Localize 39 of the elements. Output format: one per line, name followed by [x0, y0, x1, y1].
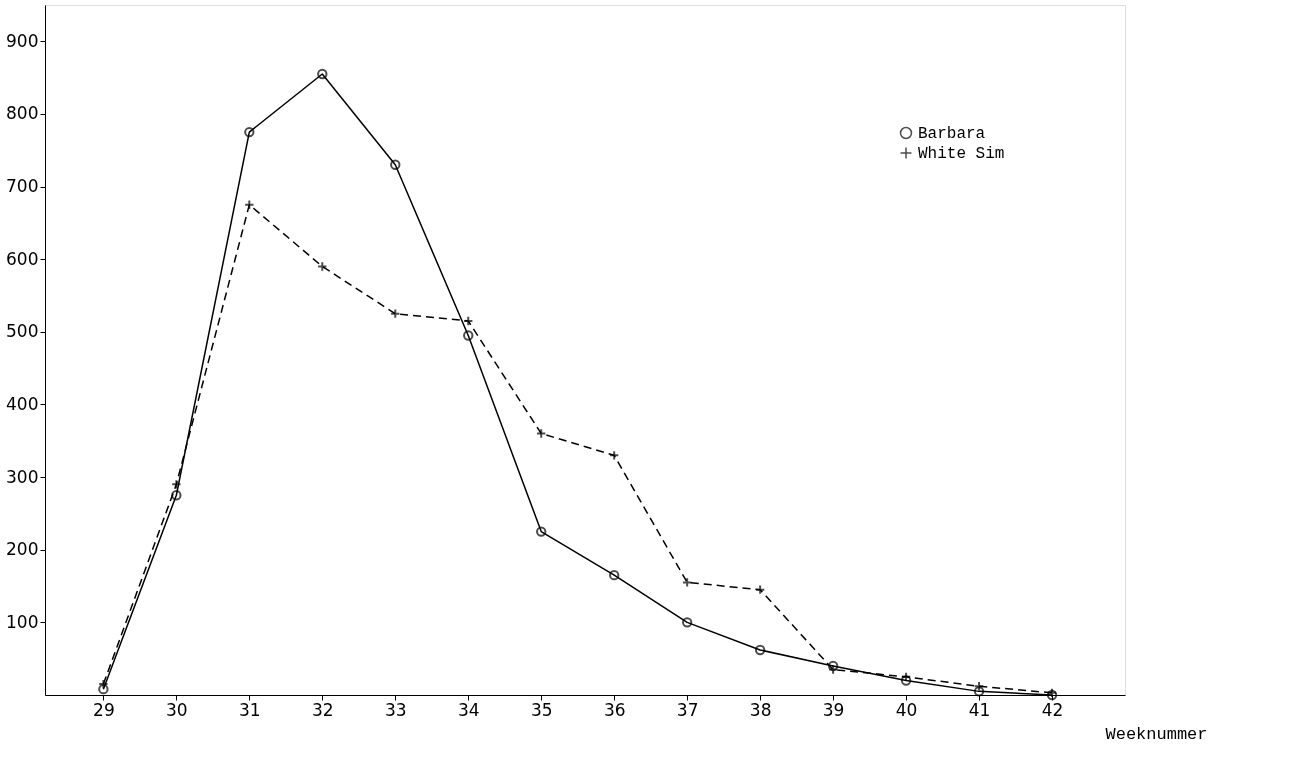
- point: [98, 684, 109, 695]
- x-tick-label: 29: [93, 699, 115, 720]
- x-tick-label: 36: [603, 699, 626, 720]
- x-tick-label: 34: [457, 699, 480, 720]
- point: [463, 330, 474, 341]
- point: [536, 526, 547, 537]
- point: [609, 569, 620, 581]
- y-tick-label: 500: [6, 321, 39, 342]
- x-tick-label: 42: [1041, 699, 1064, 720]
- point: [244, 126, 255, 138]
- x-tick-label: 35: [530, 699, 553, 720]
- x-tick-label: 39: [822, 699, 845, 720]
- x-tick-label: 40: [895, 699, 918, 720]
- point: [681, 617, 693, 628]
- y-tick-label: 600: [6, 248, 39, 269]
- x-tick-label: 38: [749, 699, 772, 720]
- point: [171, 490, 182, 501]
- y-tick-label: 100: [6, 611, 39, 632]
- y-tick-label: 200: [6, 539, 39, 560]
- y-tick-label: 800: [6, 103, 39, 124]
- x-tick-label: 32: [311, 699, 334, 720]
- y-tick-label: 700: [6, 176, 39, 197]
- x-tick-label: 33: [384, 699, 407, 720]
- point: [317, 68, 328, 80]
- x-tick-label: 30: [166, 699, 188, 720]
- y-tick-label: 900: [6, 30, 39, 51]
- legend-label: White Sim: [918, 145, 1005, 163]
- x-tick-label: 31: [239, 699, 261, 720]
- x-axis-title: Weeknummer: [1105, 724, 1208, 744]
- point: [754, 644, 766, 656]
- x-tick-label: 41: [968, 699, 991, 720]
- legend-label: Barbara: [918, 125, 986, 143]
- point: [973, 686, 985, 697]
- y-tick-label: 300: [6, 466, 39, 487]
- x-tick-label: 37: [676, 699, 699, 720]
- y-tick-label: 400: [6, 393, 39, 414]
- point: [827, 660, 839, 672]
- point: [390, 159, 401, 170]
- point: [900, 675, 912, 686]
